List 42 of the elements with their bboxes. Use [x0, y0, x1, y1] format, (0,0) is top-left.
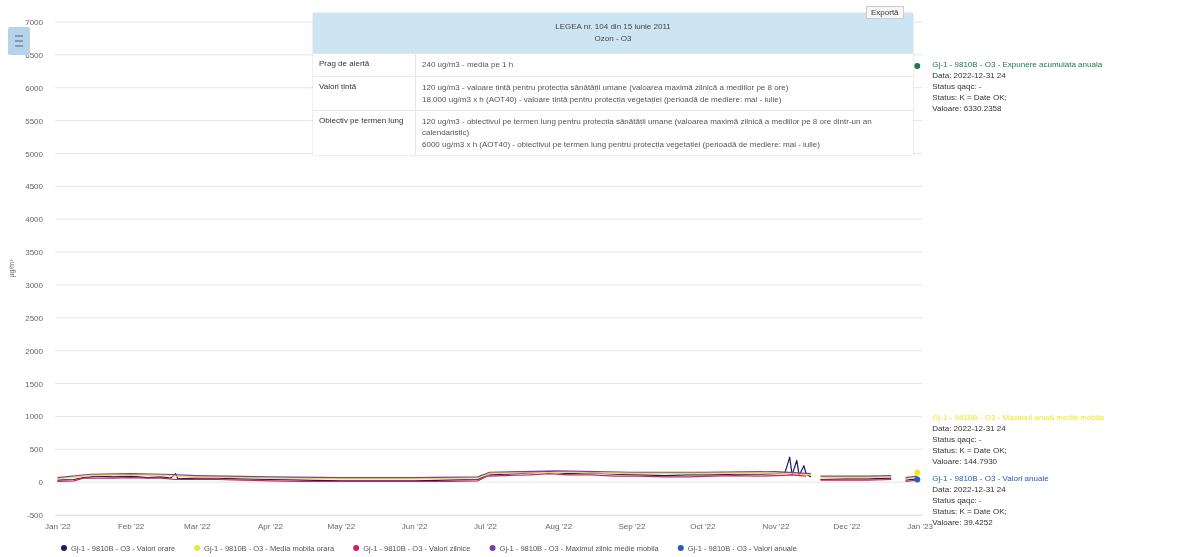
- x-tick-label: May '22: [327, 521, 356, 531]
- y-tick-label: 1500: [25, 379, 44, 389]
- y-tick-label: 1000: [25, 412, 44, 422]
- x-tick-label: Jan '23: [907, 521, 934, 531]
- annotation: Gj-1 - 9810B - O3 - Valori anuale Data: 2022-12-31 24 Status qaqc: - Status: K = Date OK; Valoare: 39.4252: [932, 473, 1050, 527]
- annotation: Valori țintă: [313, 77, 416, 110]
- y-tick-label: 4000: [25, 215, 44, 225]
- y-tick-label: 2500: [25, 313, 44, 323]
- text: Exportă: [866, 6, 904, 19]
- x-tick-label: Jul '22: [474, 521, 498, 531]
- y-tick-label: 4500: [25, 182, 44, 192]
- x-tick-label: Oct '22: [690, 521, 716, 531]
- annotation: 18.000 ug/m3 x h (AOT40) - valoare țintă pentru protecția vegetației (perioadă de mediere: mai - iulie): [422, 94, 783, 105]
- x-tick-label: Apr '22: [257, 521, 284, 531]
- annotation: 6000 ug/m3 x h (AOT40) - obiectivul pe termen lung pentru protecția vegetației (perioadă de mediere: mai - iulie): [422, 139, 821, 150]
- y-tick-label: 6000: [25, 83, 44, 93]
- y-tick-label: 500: [29, 445, 44, 455]
- annotation: Ozon - O3: [593, 33, 633, 45]
- x-tick-label: Aug '22: [545, 521, 573, 531]
- y-tick-label: 7000: [25, 18, 44, 28]
- y-tick-label: 2000: [25, 346, 44, 356]
- annotation: Obiectiv pe termen lung: [313, 111, 416, 155]
- x-tick-label: Dec '22: [833, 521, 861, 531]
- x-tick-label: Jun '22: [401, 521, 428, 531]
- annotation: Prag de alertă: [313, 54, 416, 76]
- annotation: Gj-1 - 9810B - O3 - Expunere acumulata anuala Data: 2022-12-31 24 Status qaqc: - Status: K = Date OK; Valoare: 6330.2358: [932, 60, 1103, 114]
- y-tick-label: 0: [38, 478, 44, 488]
- x-tick-label: Sep '22: [618, 521, 646, 531]
- x-tick-label: Feb '22: [117, 521, 145, 531]
- x-tick-label: Nov '22: [762, 521, 791, 531]
- y-tick-label: 5500: [25, 116, 44, 126]
- annotation: LEGEA nr. 104 din 15 iunie 2011: [554, 21, 672, 33]
- annotation: 120 ug/m3 - valoare țintă pentru protecția sănătății umane (valoarea maximă zilnică a mediilor pe 8 ore): [422, 82, 790, 93]
- annotation: Gj-1 - 9810B - O3 - Maximul anual medie mobila Data: 2022-12-31 24 Status qaqc: - Status: K = Date OK; Valoare: 144.7930: [932, 412, 1105, 466]
- y-tick-label: -500: [26, 511, 44, 521]
- y-tick-label: 3000: [25, 280, 44, 290]
- annotation: 240 ug/m3 - media pe 1 h: [422, 59, 515, 70]
- y-tick-label: 3500: [25, 248, 44, 258]
- x-tick-label: Mar '22: [184, 521, 211, 531]
- x-tick-label: Jan '22: [45, 521, 72, 531]
- annotation: 120 ug/m3 - obiectivul pe termen lung pentru protecția sănătății umane (valoarea maximă zilnică a mediilor pe 8 ore dintr-un an calendaristic): [422, 116, 873, 138]
- y-tick-label: 5000: [25, 149, 44, 159]
